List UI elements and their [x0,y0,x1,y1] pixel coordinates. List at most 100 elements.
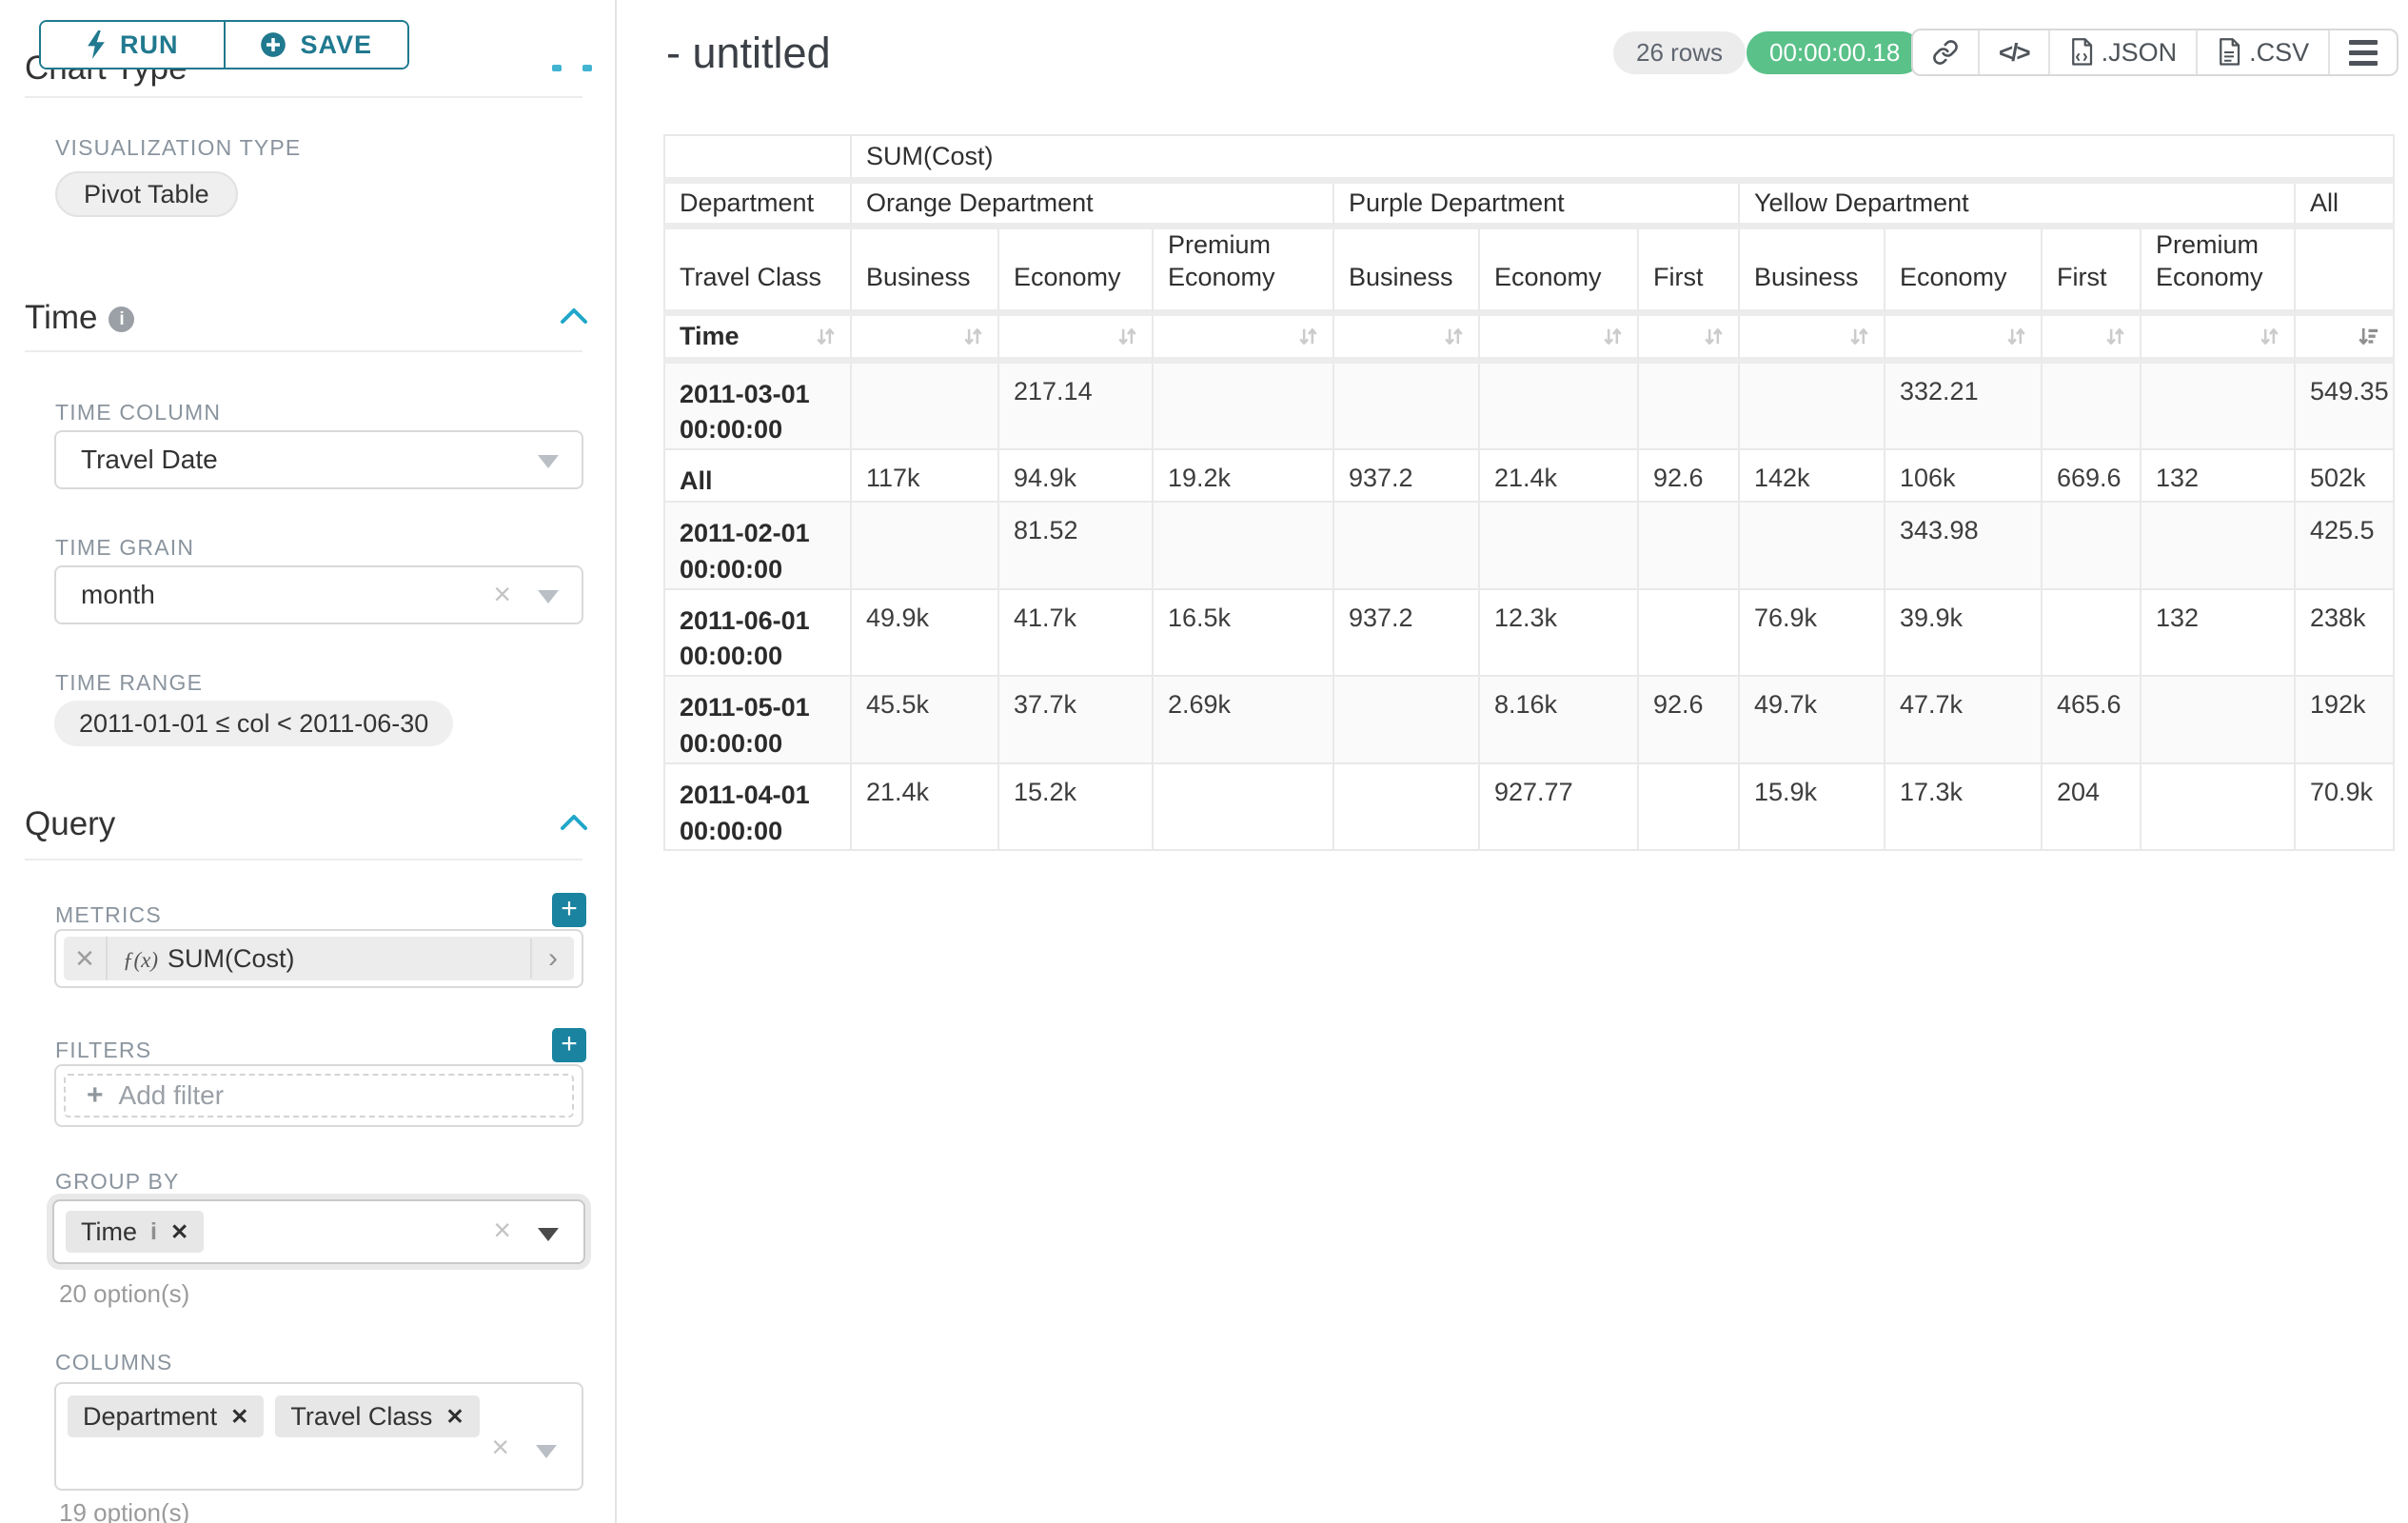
pivot-row: 2011-02-01 00:00:00 81.52 343.98 425.5 [663,503,2395,590]
remove-tag-icon[interactable]: ✕ [230,1403,249,1429]
chevron-down-icon[interactable] [536,1445,557,1458]
pivot-value-cell: 502k [2296,450,2395,504]
time-grain-select[interactable]: month × [54,565,583,624]
time-section-heading: Time i [25,299,135,337]
query-section-heading: Query [25,805,116,842]
column-sort-cell[interactable] [1154,315,1334,364]
clear-icon[interactable]: × [493,1213,511,1247]
pivot-value-cell: 238k [2296,589,2395,678]
pivot-value-cell: 15.2k [999,763,1154,852]
column-sort-cell[interactable] [999,315,1154,364]
pivot-value-cell: 39.9k [1885,589,2043,678]
column-sort-cell[interactable] [1740,315,1885,364]
pivot-value-cell [2142,503,2296,590]
collapse-chevron-up-icon[interactable] [560,813,588,832]
sort-desc-active-icon[interactable] [2356,324,2381,349]
export-csv-button[interactable]: .CSV [2196,30,2328,74]
row-dim-sort-cell[interactable]: Time [663,315,852,364]
column-sort-cell[interactable] [852,315,999,364]
code-icon: </> [1999,37,2031,67]
add-metric-button[interactable]: + [552,893,586,927]
run-button[interactable]: RUN [41,22,224,68]
time-grain-label: TIME GRAIN [55,535,195,560]
pivot-value-cell: 425.5 [2296,503,2395,590]
column-sort-cell[interactable] [2142,315,2296,364]
columns-select[interactable]: Department ✕ Travel Class ✕ × [54,1382,583,1491]
columns-options-count: 19 option(s) [59,1498,190,1523]
remove-tag-icon[interactable]: ✕ [169,1218,189,1244]
pivot-value-cell: 94.9k [999,450,1154,504]
sort-icon[interactable] [813,324,839,349]
info-icon[interactable]: i [109,307,135,332]
time-column-value: Travel Date [81,445,218,474]
collapse-chevron-up-icon[interactable] [560,307,588,326]
pivot-row: 2011-06-01 00:00:00 49.9k 41.7k 16.5k 937.2 1… [663,589,2395,678]
column-sort-cell[interactable] [2296,315,2395,364]
pivot-value-cell [2142,677,2296,764]
time-range-pill[interactable]: 2011-01-01 ≤ col < 2011-06-30 [54,701,454,746]
column-sort-cell[interactable] [1334,315,1480,364]
metrics-control: ✕ ƒ(x) SUM(Cost) › [54,929,583,988]
add-filter-plus-button[interactable]: + [552,1028,586,1062]
pivot-row: 2011-03-01 00:00:00 217.14 332.21 549.35 [663,363,2395,451]
plus-circle-icon [261,32,286,57]
pivot-value-cell: 45.5k [852,677,999,764]
sort-icon[interactable] [1846,324,1872,349]
pivot-value-cell: 12.3k [1480,589,1639,678]
sort-icon[interactable] [2102,324,2128,349]
travel-class-header: Economy [1885,229,2043,316]
sort-icon[interactable] [1441,324,1467,349]
column-sort-cell[interactable] [1480,315,1639,364]
row-label-cell: 2011-05-01 00:00:00 [663,677,852,764]
column-sort-cell[interactable] [1885,315,2043,364]
more-menu-button[interactable] [2328,30,2397,74]
save-button[interactable]: SAVE [223,22,407,68]
export-json-button[interactable]: .JSON [2047,30,2197,74]
time-column-select[interactable]: Travel Date [54,430,583,489]
chevron-down-icon [538,590,559,603]
pivot-value-cell: 937.2 [1334,450,1480,504]
chart-title[interactable]: - untitled [666,29,831,77]
pivot-value-cell [1334,763,1480,852]
fx-icon: ƒ(x) [123,947,159,972]
pivot-table: SUM(Cost) Department Orange Department Pur… [663,134,2395,852]
copy-link-button[interactable] [1913,30,1978,74]
remove-metric-icon[interactable]: ✕ [64,937,108,980]
sort-icon[interactable] [2257,324,2282,349]
pivot-value-cell: 669.6 [2043,450,2142,504]
row-label-cell: 2011-02-01 00:00:00 [663,503,852,590]
column-sort-cell[interactable] [1639,315,1740,364]
sort-icon[interactable] [1701,324,1727,349]
remove-tag-icon[interactable]: ✕ [445,1403,464,1429]
pivot-value-cell: 132 [2142,450,2296,504]
viz-type-pill[interactable]: Pivot Table [55,171,238,217]
pivot-value-cell [1740,503,1885,590]
row-label-cell: 2011-04-01 00:00:00 [663,763,852,852]
mini-dot-icon [552,65,562,71]
col-dim-label-cell: Department [663,184,852,229]
chevron-down-icon [538,455,559,468]
add-filter-button[interactable]: + Add filter [64,1074,574,1118]
group-by-select[interactable]: Time i ✕ × [52,1199,585,1264]
sort-icon[interactable] [1295,324,1321,349]
pivot-value-cell: 549.35 [2296,363,2395,451]
column-sort-cell[interactable] [2043,315,2142,364]
metric-pill[interactable]: ✕ ƒ(x) SUM(Cost) › [64,937,574,980]
view-query-button[interactable]: </> [1978,30,2048,74]
pivot-row: All 117k 94.9k 19.2k 937.2 21.4k 92.6 142k 106k 6… [663,450,2395,504]
clear-icon[interactable]: × [491,1430,509,1464]
sort-icon[interactable] [1115,324,1140,349]
chevron-right-icon[interactable]: › [530,939,574,979]
metric-label: ƒ(x) SUM(Cost) [108,944,530,974]
pivot-value-cell: 70.9k [2296,763,2395,852]
clear-icon[interactable]: × [493,577,511,611]
pivot-value-cell: 17.3k [1885,763,2043,852]
pivot-value-cell [1334,503,1480,590]
pivot-value-cell: 49.9k [852,589,999,678]
pivot-value-cell: 81.52 [999,503,1154,590]
sort-icon[interactable] [960,324,986,349]
sort-icon[interactable] [1600,324,1626,349]
info-icon[interactable]: i [150,1217,157,1245]
chevron-down-icon[interactable] [538,1228,559,1241]
sort-icon[interactable] [2003,324,2029,349]
